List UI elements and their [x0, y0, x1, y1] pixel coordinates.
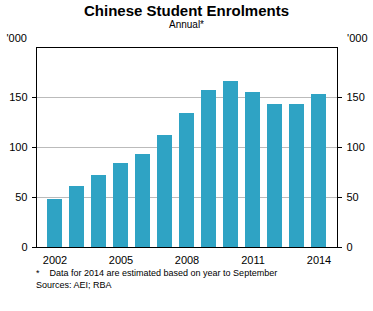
svg-text:2008: 2008 [175, 254, 199, 266]
html-text:Chinese Student Enrolments: Chinese Student Enrolments [84, 2, 289, 19]
svg-text:50: 50 [347, 191, 359, 203]
html-text:Sources: AEI; RBA: Sources: AEI; RBA [36, 280, 112, 290]
svg-text:100: 100 [347, 141, 365, 153]
svg-text:100: 100 [9, 141, 27, 153]
svg-text:50: 50 [15, 191, 27, 203]
svg-text:2011: 2011 [241, 254, 265, 266]
svg-text:0: 0 [347, 241, 353, 253]
svg-text:150: 150 [9, 91, 27, 103]
svg-text:150: 150 [347, 91, 365, 103]
svg-text:2002: 2002 [43, 254, 67, 266]
html-text:Annual*: Annual* [169, 19, 204, 30]
svg-text:2014: 2014 [307, 254, 331, 266]
svg-text:'000: '000 [347, 32, 367, 44]
svg-text:0: 0 [21, 241, 27, 253]
html-text:* Data for 2014 are estimated: * Data for 2014 are estimated based on y… [36, 268, 278, 278]
svg-text:2005: 2005 [109, 254, 133, 266]
svg-text:'000: '000 [7, 32, 27, 44]
